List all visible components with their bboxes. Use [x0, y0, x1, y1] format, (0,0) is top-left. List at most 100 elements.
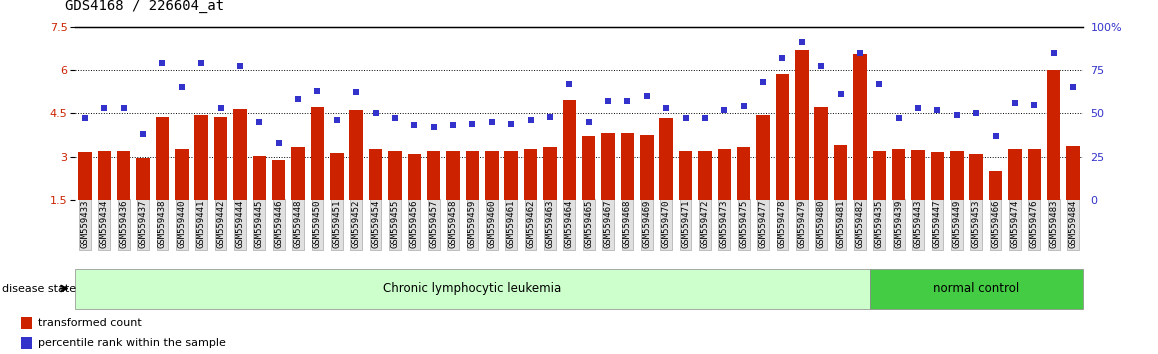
Point [754, 79, 772, 85]
Text: transformed count: transformed count [37, 318, 141, 329]
Bar [679, 151, 692, 200]
Point [1025, 102, 1043, 108]
Bar [388, 152, 402, 200]
Text: percentile rank within the sample: percentile rank within the sample [37, 338, 226, 348]
Bar [1027, 149, 1041, 200]
Point [425, 124, 444, 130]
Point [870, 81, 888, 87]
Bar [872, 151, 886, 200]
Bar [485, 151, 499, 200]
Bar [21, 337, 32, 349]
Point [638, 93, 657, 99]
Bar [659, 118, 673, 200]
Bar [350, 110, 362, 200]
Point [774, 55, 792, 61]
Text: GDS4168 / 226604_at: GDS4168 / 226604_at [65, 0, 225, 13]
Point [889, 116, 908, 121]
Point [618, 98, 637, 104]
Bar [969, 154, 983, 200]
Bar [408, 154, 422, 200]
Point [1064, 84, 1083, 90]
Point [1045, 50, 1063, 55]
Point [521, 118, 540, 123]
Bar [950, 152, 963, 200]
Point [115, 105, 133, 111]
Bar [75, 269, 870, 309]
Bar [175, 149, 189, 200]
Bar [931, 152, 944, 200]
Point [1005, 100, 1024, 106]
Point [288, 97, 307, 102]
Bar [1067, 145, 1079, 200]
Point [347, 90, 366, 95]
Bar [97, 151, 111, 200]
Point [599, 98, 617, 104]
Bar [272, 160, 286, 200]
Point [792, 39, 811, 45]
Bar [543, 147, 557, 200]
Bar [563, 100, 576, 200]
Bar [466, 152, 479, 200]
Bar [79, 152, 91, 200]
Point [211, 105, 229, 111]
Point [405, 122, 424, 128]
Point [95, 105, 113, 111]
Bar [892, 149, 906, 200]
Bar [137, 158, 149, 200]
Bar [1047, 70, 1061, 200]
Point [308, 88, 327, 93]
Point [909, 105, 928, 111]
Bar [911, 150, 925, 200]
Point [250, 119, 269, 125]
Point [230, 64, 249, 69]
Point [714, 107, 733, 113]
Bar [368, 149, 382, 200]
Point [483, 119, 501, 125]
Bar [427, 152, 440, 200]
Point [696, 116, 714, 121]
Point [734, 103, 753, 109]
Bar [117, 151, 131, 200]
Bar [214, 117, 227, 200]
Text: Chronic lymphocytic leukemia: Chronic lymphocytic leukemia [383, 282, 562, 295]
Point [270, 140, 288, 145]
Point [328, 118, 346, 123]
Bar [621, 133, 635, 200]
Point [134, 131, 153, 137]
Point [560, 81, 579, 87]
Point [579, 119, 598, 125]
Bar [310, 107, 324, 200]
Point [831, 91, 850, 97]
Bar [330, 153, 344, 200]
Point [173, 84, 191, 90]
Bar [796, 50, 808, 200]
Point [153, 60, 171, 66]
Bar [601, 133, 615, 200]
Point [541, 114, 559, 120]
Bar [776, 74, 790, 200]
Point [192, 60, 211, 66]
Point [657, 105, 675, 111]
Bar [718, 149, 731, 200]
Bar [195, 115, 208, 200]
Bar [523, 149, 537, 200]
Bar [989, 171, 1003, 200]
Point [929, 107, 947, 113]
Bar [292, 147, 305, 200]
Bar [582, 136, 595, 200]
Point [851, 50, 870, 55]
Bar [21, 318, 32, 329]
Text: disease state: disease state [2, 284, 76, 293]
Bar [870, 269, 1083, 309]
Point [366, 110, 384, 116]
Point [676, 116, 695, 121]
Text: normal control: normal control [933, 282, 1019, 295]
Bar [233, 109, 247, 200]
Bar [814, 107, 828, 200]
Point [947, 112, 966, 118]
Bar [756, 115, 770, 200]
Point [967, 110, 985, 116]
Bar [834, 144, 848, 200]
Point [812, 64, 830, 69]
Bar [640, 135, 653, 200]
